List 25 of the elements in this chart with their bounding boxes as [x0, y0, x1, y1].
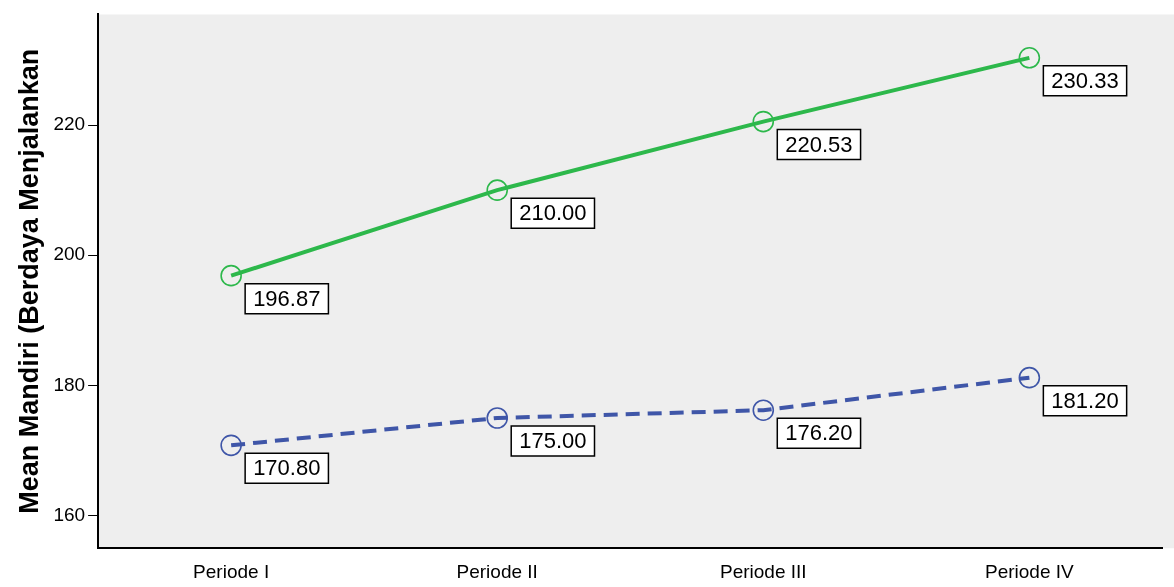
x-tick-label: Periode II	[456, 560, 538, 582]
data-label: 170.80	[253, 455, 321, 481]
data-label: 196.87	[253, 285, 321, 311]
point	[752, 399, 775, 421]
x-tick-label: Periode I	[193, 560, 270, 582]
point	[486, 407, 509, 429]
x-tick-label: Periode IV	[985, 560, 1075, 582]
point	[220, 434, 242, 457]
data-label: 175.00	[519, 428, 587, 454]
data-label: 230.33	[1051, 67, 1119, 93]
data-label: 176.20	[785, 420, 853, 446]
y-tick-label: 180	[53, 373, 86, 395]
point	[486, 179, 509, 201]
point	[1018, 366, 1041, 389]
y-tick-label: 200	[53, 243, 86, 265]
y-tick-label: 160	[53, 503, 86, 525]
x-tick-label: Periode III	[719, 560, 807, 582]
point	[220, 264, 242, 287]
point	[1018, 47, 1041, 69]
point	[752, 110, 775, 133]
data-label: 181.20	[1051, 387, 1119, 413]
data-label: 220.53	[785, 131, 853, 157]
y-tick-label: 220	[53, 113, 86, 135]
y-axis-title: Mean Mandiri (Berdaya Menjalankan	[13, 48, 44, 514]
data-label: 210.00	[519, 200, 587, 226]
